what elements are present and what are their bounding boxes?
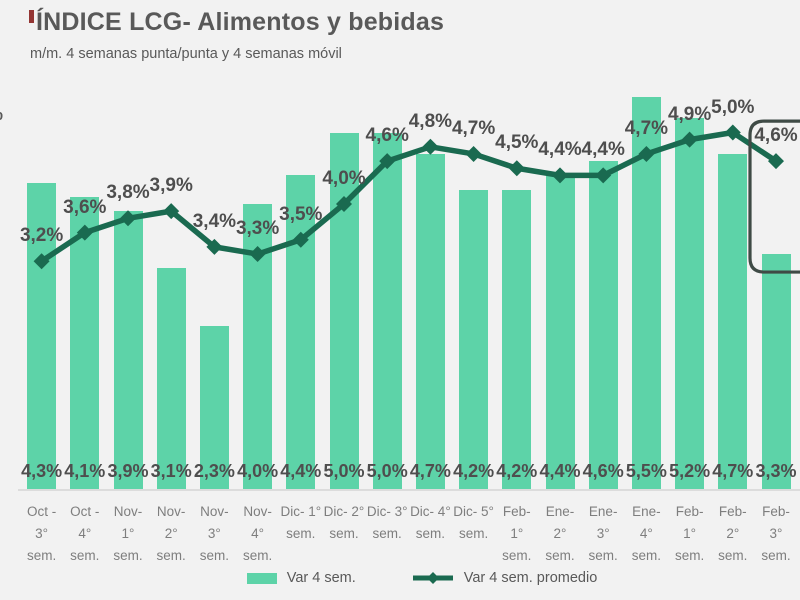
point-value-label: 3,6% (63, 196, 107, 218)
point-value-label: 3,3% (235, 218, 280, 240)
bar (502, 189, 532, 490)
point-value-label: 4,6% (754, 125, 798, 147)
chart-title: ÍNDICE LCG- Alimentos y bebidas (36, 8, 445, 36)
x-tick-label: Dic- 1° sem. (280, 504, 322, 541)
x-tick-label: Oct - 3° sem. (26, 504, 57, 563)
bar-value-label: 3,9% (107, 461, 149, 481)
point-value-label: 3,5% (279, 203, 323, 225)
bar (199, 325, 229, 490)
bar-value-label: 4,3% (21, 461, 63, 481)
legend-bar-swatch-icon (246, 572, 277, 584)
point-value-label: 4,6% (365, 125, 409, 147)
bar (588, 161, 618, 490)
line-point (206, 238, 223, 255)
bar-value-label: 5,0% (366, 461, 408, 481)
point-value-label: 4,4% (538, 139, 582, 161)
x-tick-label: Dic- 3° sem. (366, 504, 408, 541)
x-tick-label: Nov- 4° sem. (242, 504, 273, 563)
point-value-label: 3,2% (19, 225, 64, 247)
bar-value-label: 2,3% (193, 461, 235, 481)
bar-value-label: 5,2% (669, 461, 711, 481)
x-tick-label: Ene- 2° sem. (545, 504, 575, 563)
bar (156, 268, 186, 490)
x-tick-label: Ene- 4° sem. (631, 504, 662, 563)
x-tick-label: Ene- 3° sem. (588, 504, 618, 563)
bar (761, 254, 791, 490)
bar-value-label: 5,5% (625, 461, 667, 481)
x-tick-label: Feb- 2° sem. (718, 504, 748, 563)
red-accent-mark (29, 10, 34, 23)
bar (415, 153, 445, 490)
bar-value-label: 4,0% (237, 461, 279, 481)
bar-value-label: 4,7% (409, 461, 451, 481)
line-point (768, 153, 784, 170)
bar-value-label: 4,4% (539, 461, 581, 481)
bar-value-label: 4,4% (280, 461, 322, 481)
point-value-label: 4,7% (624, 117, 669, 139)
legend: Var 4 sem. Var 4 sem. promedio (22, 570, 800, 586)
x-tick-label: Oct - 4° sem. (70, 504, 100, 563)
bar-value-label: 3,3% (755, 461, 797, 481)
bar (243, 204, 273, 490)
x-axis-line (18, 489, 800, 491)
x-tick-label: Feb- 3° sem. (761, 504, 791, 563)
bar-value-label: 4,2% (453, 461, 495, 481)
x-tick-label: Dic- 5° sem. (453, 504, 494, 541)
x-tick-label: Feb- 1° sem. (502, 504, 532, 563)
x-tick-label: Dic- 2° sem. (323, 504, 365, 541)
point-value-label: 4,7% (451, 117, 496, 139)
bar-value-label: 4,1% (64, 461, 106, 481)
point-value-label: 4,5% (495, 132, 539, 154)
point-value-label: 4,4% (581, 139, 625, 161)
legend-bar-label: Var 4 sem. (286, 570, 356, 586)
y-axis-clipped-label: % (0, 104, 3, 125)
point-value-label: 3,4% (192, 210, 237, 232)
bar (718, 153, 748, 490)
bar-value-label: 4,2% (496, 461, 538, 481)
bar-value-label: 3,1% (150, 461, 192, 481)
point-value-label: 5,0% (711, 96, 755, 118)
x-tick-label: Nov- 3° sem. (199, 504, 230, 563)
point-value-label: 4,8% (408, 110, 453, 132)
x-tick-label: Dic- 4° sem. (410, 504, 451, 541)
point-value-label: 4,9% (667, 103, 712, 125)
bar (675, 118, 705, 490)
bar-value-label: 4,6% (582, 461, 624, 481)
bar (113, 211, 143, 490)
bar-value-label: 5,0% (323, 461, 365, 481)
x-tick-label: Nov- 2° sem. (156, 504, 186, 563)
bar (459, 189, 489, 490)
point-value-label: 3,8% (106, 182, 150, 204)
x-tick-label: Feb- 1° sem. (674, 504, 705, 563)
point-value-label: 3,9% (149, 175, 193, 197)
line-point (508, 160, 525, 177)
legend-line-swatch-icon (412, 572, 453, 584)
x-tick-label: Nov- 1° sem. (113, 504, 143, 563)
point-value-label: 4,0% (322, 168, 366, 189)
bar-value-label: 4,7% (712, 461, 754, 481)
bar (545, 175, 575, 490)
chart-subtitle: m/m. 4 semanas punta/punta y 4 semanas m… (30, 46, 342, 62)
legend-line-label: Var 4 sem. promedio (463, 570, 598, 586)
